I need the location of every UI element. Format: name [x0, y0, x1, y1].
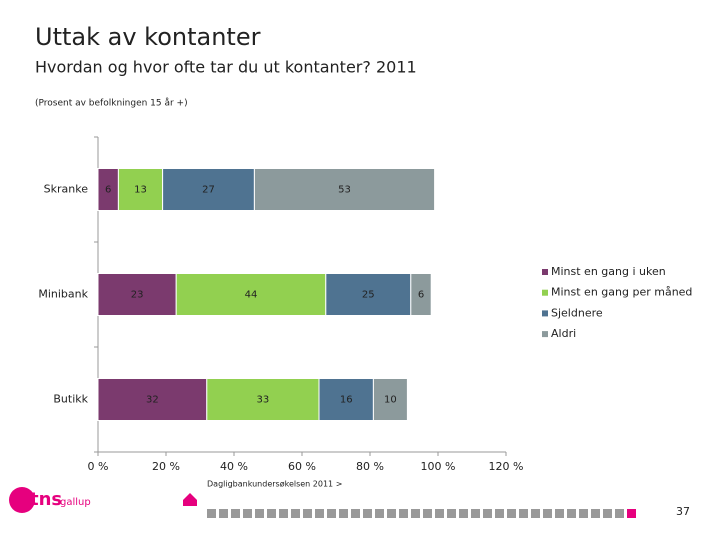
footer-dot	[543, 509, 552, 518]
footer-dot	[507, 509, 516, 518]
data-label: 6	[418, 290, 424, 301]
footer-dot	[579, 509, 588, 518]
footer-dot	[615, 509, 624, 518]
y-tick-label: Butikk	[53, 393, 88, 406]
footer-dot	[567, 509, 576, 518]
y-tick-label: Skranke	[44, 183, 89, 196]
footer-dot	[483, 509, 492, 518]
footer-dot	[375, 509, 384, 518]
footer-dot	[447, 509, 456, 518]
x-tick-label: 0 %	[88, 460, 109, 473]
bar-segment	[325, 273, 412, 316]
logo-mark	[9, 487, 35, 513]
data-label: 25	[362, 290, 375, 301]
bar-segment	[410, 273, 432, 316]
footer-dot	[459, 509, 468, 518]
legend-swatch	[542, 331, 548, 338]
legend-label: Aldri	[551, 327, 576, 340]
legend-label: Sjeldnere	[551, 306, 603, 319]
footer-dot	[387, 509, 396, 518]
footer-dot	[255, 509, 264, 518]
data-label: 23	[131, 290, 144, 301]
legend-swatch	[542, 289, 548, 296]
footer-dot	[519, 509, 528, 518]
bar-segment	[97, 273, 177, 316]
legend-label: Minst en gang per måned	[551, 286, 692, 299]
chart-subtitle: Hvordan og hvor ofte tar du ut kontanter…	[35, 58, 417, 77]
footer-source: Dagligbankundersøkelsen 2011 >	[207, 480, 342, 489]
footer-dot	[327, 509, 336, 518]
logo-text: tns	[30, 489, 62, 510]
footer-dot	[411, 509, 420, 518]
footer-dot	[591, 509, 600, 518]
footer-dot	[531, 509, 540, 518]
footer-dot	[423, 509, 432, 518]
footer-dots	[207, 509, 636, 518]
data-label: 33	[257, 395, 270, 406]
x-tick-label: 60 %	[288, 460, 316, 473]
home-icon	[183, 493, 197, 506]
bar-segment	[318, 378, 374, 421]
data-label: 53	[338, 185, 351, 196]
footer-dot	[351, 509, 360, 518]
footer-dot	[243, 509, 252, 518]
data-label: 10	[384, 395, 397, 406]
footer-dot	[495, 509, 504, 518]
footer-dot	[207, 509, 216, 518]
bar-segment	[162, 168, 255, 211]
chart-title: Uttak av kontanter	[35, 23, 261, 51]
x-tick-label: 120 %	[489, 460, 524, 473]
footer-dot	[219, 509, 228, 518]
footer-dot	[399, 509, 408, 518]
y-tick-label: Minibank	[38, 288, 88, 301]
x-tick-label: 20 %	[152, 460, 180, 473]
bar-segment	[253, 168, 436, 211]
footer-dot	[291, 509, 300, 518]
footer-dot	[231, 509, 240, 518]
footer-dot	[627, 509, 636, 518]
bar-segment	[206, 378, 320, 421]
x-tick-label: 100 %	[421, 460, 456, 473]
data-label: 13	[134, 185, 147, 196]
bar-segment	[117, 168, 164, 211]
data-label: 6	[105, 185, 111, 196]
footer-dot	[555, 509, 564, 518]
legend-swatch	[542, 310, 548, 317]
data-label: 32	[146, 395, 159, 406]
footer-dot	[267, 509, 276, 518]
data-label: 16	[340, 395, 353, 406]
bar-segment	[97, 378, 208, 421]
legend-swatch	[542, 269, 548, 275]
footer-dot	[435, 509, 444, 518]
legend-label: Minst en gang i uken	[551, 265, 666, 278]
footer-dot	[603, 509, 612, 518]
footer-dot	[363, 509, 372, 518]
footer-dot	[279, 509, 288, 518]
footer-dot	[315, 509, 324, 518]
footer-dot	[303, 509, 312, 518]
x-tick-label: 80 %	[356, 460, 384, 473]
bar-segment	[372, 378, 408, 421]
logo-sub: gallup	[60, 497, 91, 508]
footer-dot	[471, 509, 480, 518]
data-label: 44	[245, 290, 258, 301]
chart-note: (Prosent av befolkningen 15 år +)	[35, 98, 188, 109]
footer-dot	[339, 509, 348, 518]
data-label: 27	[202, 185, 215, 196]
page-number: 37	[676, 505, 690, 518]
x-tick-label: 40 %	[220, 460, 248, 473]
bar-segment	[175, 273, 327, 316]
